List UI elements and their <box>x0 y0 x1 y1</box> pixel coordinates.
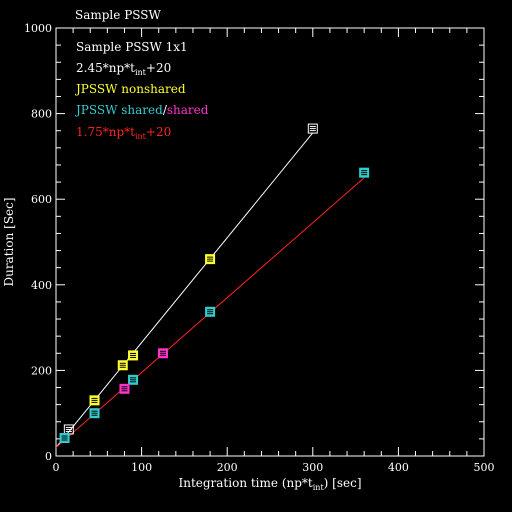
legend-fit-white-sub: int <box>135 68 147 77</box>
x-axis-label: Integration time (np*tint) [sec] <box>178 476 361 492</box>
legend-fit-red-sub: int <box>135 132 147 141</box>
legend-fit-white-end: +20 <box>146 61 171 75</box>
legend-fit-red-main: 1.75*np*t <box>76 125 135 139</box>
x-tick-label: 100 <box>131 461 152 474</box>
y-tick-label: 200 <box>31 364 52 377</box>
y-tick-label: 600 <box>31 193 52 206</box>
legend-entry-fit-white: 2.45*np*tint+20 <box>76 61 171 77</box>
legend-fit-red-end: +20 <box>146 125 171 139</box>
data-point <box>89 395 100 406</box>
data-point <box>117 360 128 371</box>
legend-entry-nonshared: JPSSW nonshared <box>74 82 186 96</box>
x-axis-label-main: Integration time (np*t <box>178 476 312 490</box>
x-tick-label: 0 <box>53 461 60 474</box>
y-axis-label: Duration [Sec] <box>2 197 16 286</box>
data-point <box>307 123 318 134</box>
data-point <box>119 383 130 394</box>
data-point <box>158 348 168 359</box>
x-axis-label-end: ) [sec] <box>324 476 362 490</box>
legend-entry-fit-red: 1.75*np*tint+20 <box>76 125 171 141</box>
x-axis: 0 100 200 300 400 500 <box>53 28 495 474</box>
data-point <box>128 350 139 361</box>
x-axis-label-sub: int <box>313 483 325 492</box>
plot-frame <box>55 27 485 457</box>
legend-shared-sep: / <box>163 103 168 117</box>
plot-border <box>55 27 485 457</box>
x-tick-label: 300 <box>302 461 323 474</box>
y-tick-label: 1000 <box>24 22 52 35</box>
y-tick-label: 400 <box>31 279 52 292</box>
legend-fit-white-main: 2.45*np*t <box>76 61 135 75</box>
data-point <box>128 374 139 385</box>
chart-title: Sample PSSW <box>75 8 161 22</box>
data-point <box>89 408 100 419</box>
legend-entry-shared: JPSSW shared/shared <box>74 103 209 117</box>
legend-shared-a: JPSSW shared <box>74 103 163 117</box>
data-point <box>59 433 70 444</box>
y-axis: 0 200 400 600 800 1000 <box>24 22 484 463</box>
data-point <box>205 306 216 317</box>
legend-shared-b: shared <box>167 103 209 117</box>
data-point <box>359 167 370 178</box>
x-tick-label: 400 <box>388 461 409 474</box>
y-tick-label: 800 <box>31 108 52 121</box>
fit-line <box>55 132 314 448</box>
legend-entry-sample: Sample PSSW 1x1 <box>76 40 188 54</box>
legend: Sample PSSW 1x1 2.45*np*tint+20 JPSSW no… <box>74 40 209 141</box>
x-tick-label: 200 <box>217 461 238 474</box>
y-tick-label: 0 <box>45 450 52 463</box>
points <box>59 123 370 444</box>
data-point <box>205 254 216 265</box>
x-tick-label: 500 <box>474 461 495 474</box>
